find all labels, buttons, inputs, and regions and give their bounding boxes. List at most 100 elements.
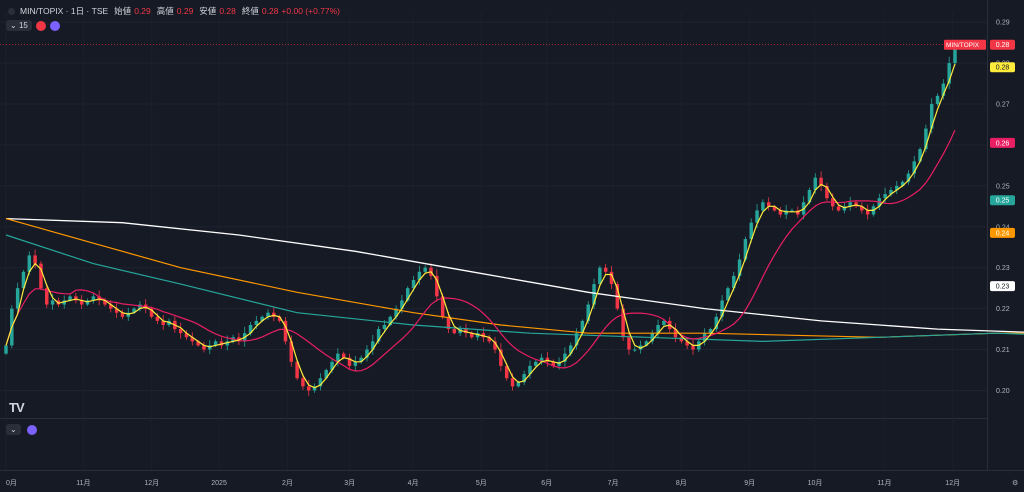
candle-body[interactable] <box>621 308 625 338</box>
candle-body[interactable] <box>574 333 579 346</box>
candle-body[interactable] <box>120 312 125 317</box>
candle-body[interactable] <box>493 341 497 350</box>
candle-body[interactable] <box>633 349 637 351</box>
candle-body[interactable] <box>440 296 445 317</box>
candle-body[interactable] <box>790 210 794 212</box>
candle-body[interactable] <box>644 341 649 346</box>
candle-body[interactable] <box>929 104 934 129</box>
candle-body[interactable] <box>91 296 96 301</box>
candle-body[interactable] <box>860 206 864 211</box>
candle-body[interactable] <box>446 316 451 330</box>
candle-body[interactable] <box>499 349 503 366</box>
candle-body[interactable] <box>481 333 486 338</box>
candle-body[interactable] <box>819 177 823 186</box>
candle-body[interactable] <box>813 177 818 190</box>
candle-body[interactable] <box>737 259 742 276</box>
candle-body[interactable] <box>557 361 561 366</box>
candle-body[interactable] <box>237 337 241 342</box>
candle-body[interactable] <box>277 316 282 321</box>
candle-body[interactable] <box>196 341 200 346</box>
candle-body[interactable] <box>225 341 229 346</box>
candle-body[interactable] <box>522 374 526 383</box>
candle-body[interactable] <box>464 329 468 334</box>
candle-body[interactable] <box>376 329 381 342</box>
candle-body[interactable] <box>603 267 608 272</box>
purple-indicator-badge-icon[interactable] <box>49 20 60 31</box>
tradingview-logo-icon[interactable]: TV <box>9 400 25 415</box>
candle-body[interactable] <box>359 357 363 362</box>
red-indicator-badge-icon[interactable] <box>35 20 46 31</box>
candle-body[interactable] <box>341 353 346 358</box>
candle-body[interactable] <box>301 378 305 387</box>
candle-body[interactable] <box>411 279 416 289</box>
candle-body[interactable] <box>97 296 101 301</box>
candle-body[interactable] <box>266 312 270 317</box>
candle-body[interactable] <box>592 284 596 305</box>
candle-body[interactable] <box>324 369 328 379</box>
candle-body[interactable] <box>400 300 404 309</box>
candle-body[interactable] <box>924 128 928 150</box>
candle-body[interactable] <box>825 185 829 199</box>
candle-body[interactable] <box>103 300 107 305</box>
candle-body[interactable] <box>312 386 317 391</box>
candle-body[interactable] <box>394 308 398 317</box>
candle-body[interactable] <box>423 267 427 272</box>
candle-body[interactable] <box>918 149 922 162</box>
symbol-title[interactable]: MIN/TOPIX · 1日 · TSE <box>20 6 109 16</box>
candle-body[interactable] <box>365 349 369 358</box>
candle-body[interactable] <box>516 382 521 387</box>
candle-body[interactable] <box>260 316 264 321</box>
candle-body[interactable] <box>487 337 491 342</box>
candle-body[interactable] <box>504 365 509 379</box>
candle-body[interactable] <box>318 378 323 387</box>
candle-body[interactable] <box>74 296 78 301</box>
candle-body[interactable] <box>283 320 288 342</box>
candle-body[interactable] <box>452 329 457 334</box>
candle-body[interactable] <box>388 316 392 325</box>
candle-body[interactable] <box>580 320 585 334</box>
candle-body[interactable] <box>371 341 375 350</box>
pane-indicator-badge-icon[interactable] <box>26 424 37 435</box>
candle-body[interactable] <box>202 345 206 350</box>
candle-body[interactable] <box>289 341 294 362</box>
candle-body[interactable] <box>336 353 340 362</box>
candle-body[interactable] <box>854 202 858 207</box>
candle-body[interactable] <box>598 267 602 285</box>
candle-body[interactable] <box>353 361 358 366</box>
candle-body[interactable] <box>586 304 590 321</box>
candle-body[interactable] <box>953 44 957 64</box>
candle-body[interactable] <box>848 202 852 207</box>
candle-body[interactable] <box>865 210 870 215</box>
candle-body[interactable] <box>114 308 119 313</box>
candle-body[interactable] <box>184 333 189 338</box>
candle-body[interactable] <box>889 189 893 195</box>
candle-body[interactable] <box>39 263 43 289</box>
candle-body[interactable] <box>912 161 916 174</box>
candle-body[interactable] <box>68 296 72 301</box>
candle-body[interactable] <box>563 353 567 362</box>
candle-body[interactable] <box>895 185 899 190</box>
candle-body[interactable] <box>627 337 631 350</box>
candle-body[interactable] <box>62 300 66 305</box>
candle-body[interactable] <box>528 365 532 375</box>
candle-body[interactable] <box>79 300 84 305</box>
candle-body[interactable] <box>435 275 439 297</box>
candle-body[interactable] <box>307 386 311 391</box>
candle-body[interactable] <box>178 329 183 334</box>
candle-body[interactable] <box>50 300 55 305</box>
candle-body[interactable] <box>836 206 841 211</box>
candle-body[interactable] <box>109 304 113 309</box>
candle-body[interactable] <box>534 361 538 366</box>
candle-body[interactable] <box>470 333 474 338</box>
candle-body[interactable] <box>539 357 544 362</box>
candle-body[interactable] <box>149 308 154 317</box>
candle-body[interactable] <box>33 255 37 264</box>
candle-body[interactable] <box>749 222 753 240</box>
candle-body[interactable] <box>784 210 788 215</box>
candle-body[interactable] <box>662 320 666 325</box>
candle-body[interactable] <box>208 345 212 350</box>
candle-body[interactable] <box>382 324 387 330</box>
candle-body[interactable] <box>883 194 887 199</box>
candle-body[interactable] <box>510 378 515 387</box>
candle-body[interactable] <box>726 288 730 301</box>
